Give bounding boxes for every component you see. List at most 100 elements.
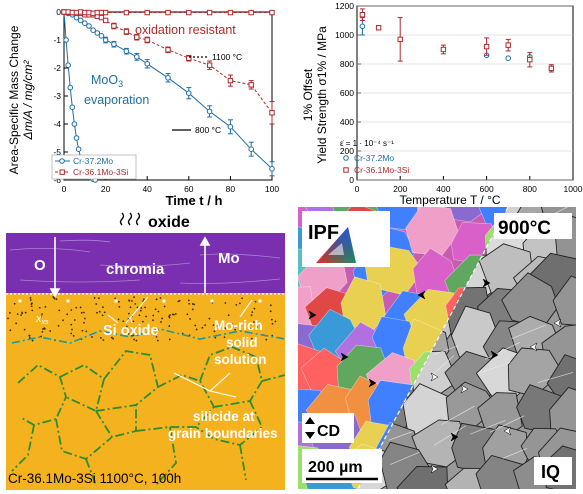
iq-twin-line xyxy=(433,355,455,375)
si-oxide-dot xyxy=(241,297,243,300)
interface-particle xyxy=(66,299,70,303)
data-point xyxy=(227,124,234,130)
si-oxide-dot xyxy=(227,314,230,317)
data-point xyxy=(505,55,511,62)
data-point xyxy=(227,77,234,84)
si-oxide-dot xyxy=(128,299,131,302)
si-oxide-dot xyxy=(81,329,84,332)
si-oxide-dot xyxy=(53,296,55,299)
si-oxide-dot xyxy=(131,328,134,331)
si-oxide-dot xyxy=(110,336,113,339)
iq-twin-line xyxy=(537,372,574,383)
ebsd-micrograph: IPF 900°C CD 200 µm IQ xyxy=(298,207,576,489)
si-oxide-dot xyxy=(126,325,128,328)
oxidation-schematic: oxide O chromia xyxy=(6,212,286,490)
legend-item-cr36: Cr-36.1Mo-3Si xyxy=(354,165,409,175)
interface-particle xyxy=(258,299,262,303)
si-oxide-dot xyxy=(71,328,73,331)
si-oxide-dot xyxy=(42,328,44,330)
oxide-label: oxide xyxy=(148,214,190,231)
iq-twin-line xyxy=(489,415,525,433)
x-tick-label: 800 xyxy=(523,184,537,194)
data-point xyxy=(94,30,101,36)
si-oxide-dot xyxy=(133,296,135,299)
data-point xyxy=(90,27,96,34)
x-tick-label: 0 xyxy=(62,184,67,194)
si-oxide-dot xyxy=(159,297,162,299)
si-oxide-dot xyxy=(250,337,253,340)
iq-twin-line xyxy=(478,362,511,374)
si-oxide-dot xyxy=(93,297,96,299)
silicide-label-2: grain boundaries xyxy=(168,426,278,441)
si-oxide-dot xyxy=(251,311,254,314)
si-oxide-dot xyxy=(224,327,227,330)
chromia-texture xyxy=(9,239,281,284)
precipitate-arrow-icon xyxy=(553,318,562,328)
iq-grain xyxy=(546,354,576,408)
data-point xyxy=(144,9,150,16)
si-oxide-dot xyxy=(144,306,147,309)
si-oxide-dot xyxy=(132,334,135,337)
si-oxide-dot xyxy=(269,304,272,307)
si-oxide-dot xyxy=(129,306,132,309)
si-oxide-dot xyxy=(80,311,83,314)
data-point xyxy=(165,9,171,16)
si-oxide-dot xyxy=(58,309,61,312)
scale-label-box xyxy=(302,449,382,483)
si-oxide-dot xyxy=(55,298,58,301)
si-oxide-dot xyxy=(168,316,171,319)
si-oxide-dot xyxy=(85,330,88,333)
si-oxide-dot xyxy=(29,299,32,301)
si-oxide-dot xyxy=(24,311,27,314)
internal-oxidation-front xyxy=(11,328,286,344)
x-tick-label: 0 xyxy=(355,184,360,194)
iq-twin-line xyxy=(390,451,420,465)
data-point xyxy=(248,9,254,16)
iq-twin-line xyxy=(484,342,520,360)
si-oxide-dot xyxy=(127,332,130,335)
data-point xyxy=(98,14,105,21)
si-oxide-dot xyxy=(234,328,237,331)
si-oxide-dot xyxy=(31,309,34,312)
si-oxide-dot xyxy=(98,297,100,300)
si-oxide-dot xyxy=(152,314,155,317)
si-oxide-dot xyxy=(212,324,215,327)
si-oxide-dot xyxy=(9,329,12,332)
data-point xyxy=(134,34,140,40)
temp-label-box xyxy=(494,213,572,239)
legend-item-cr37: Cr-37.2Mo xyxy=(73,156,113,166)
si-oxide-dot xyxy=(118,305,121,308)
si-oxide-dot xyxy=(160,321,162,323)
y-tick-label: -3 xyxy=(53,91,61,101)
x-tick-label: 400 xyxy=(436,184,450,194)
iq-twin-line xyxy=(433,345,459,355)
mass-change-chart: 0 20 40 60 80 100 0 -1 -2 -3 -4 -5 -6 Area-Specific … xyxy=(7,7,279,208)
si-oxide-dot xyxy=(193,303,196,306)
si-oxide-dot xyxy=(70,323,73,326)
interface-particle xyxy=(114,299,118,303)
precipitate-arrow-icon xyxy=(430,372,439,382)
data-point xyxy=(73,135,80,141)
data-point xyxy=(63,37,69,43)
si-oxide-dot xyxy=(231,323,233,325)
precipitate-arrow-icon xyxy=(482,278,491,288)
iq-grain xyxy=(552,275,576,328)
si-oxide-dot xyxy=(249,327,252,330)
data-point xyxy=(248,146,254,152)
si-oxide-dot xyxy=(66,313,69,316)
data-point xyxy=(65,62,71,68)
si-oxide-dot xyxy=(138,314,141,317)
data-point xyxy=(102,9,109,16)
si-oxide-dot xyxy=(169,314,171,316)
si-oxide-dot xyxy=(238,339,241,342)
si-oxide-dot xyxy=(256,325,259,328)
data-point xyxy=(186,55,192,61)
si-oxide-dot xyxy=(73,319,76,321)
si-oxide-dot xyxy=(140,307,143,309)
si-oxide-dot xyxy=(30,305,33,308)
chart1-xlabel: Time t / h xyxy=(166,193,223,208)
si-oxide-dot xyxy=(274,320,277,323)
y-tick-label: 800 xyxy=(340,59,354,69)
x-tick-label: 20 xyxy=(101,184,111,194)
alloy-substrate xyxy=(6,293,285,490)
